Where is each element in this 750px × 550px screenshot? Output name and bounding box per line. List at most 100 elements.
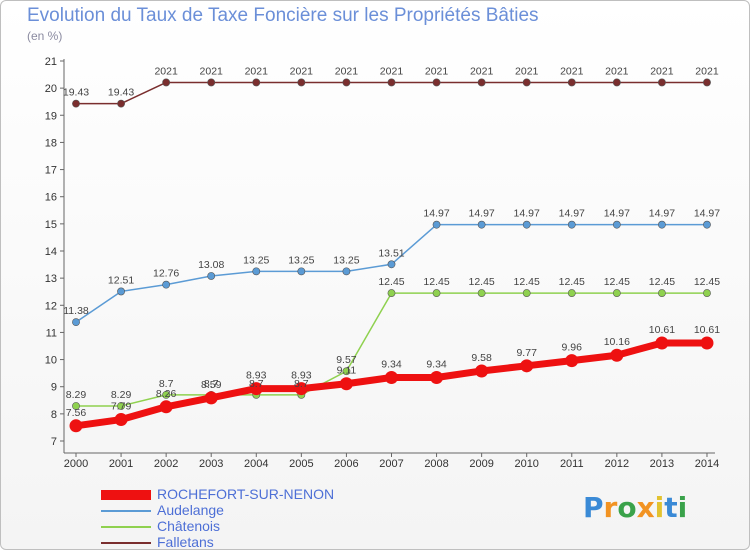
data-point (117, 287, 125, 296)
data-point (114, 413, 128, 427)
x-tick-label: 2008 (424, 458, 448, 470)
y-tick-label: 15 (45, 219, 57, 231)
data-label: 12.45 (649, 276, 675, 288)
data-point (207, 272, 216, 280)
data-point (565, 354, 579, 368)
y-tick-label: 17 (45, 165, 57, 177)
data-label: 2021 (470, 65, 494, 77)
data-point (297, 78, 306, 87)
data-point (658, 78, 666, 87)
legend-swatch (101, 510, 151, 512)
data-label: 9.57 (336, 354, 357, 366)
proxiti-logo: Proxiti (583, 491, 687, 524)
data-label: 8.93 (246, 370, 267, 382)
data-label: 12.45 (604, 276, 630, 288)
data-label: 14.97 (559, 208, 585, 220)
legend-label: Falletans (157, 534, 214, 550)
legend-swatch (101, 526, 151, 528)
data-label: 2021 (200, 65, 224, 77)
x-tick-label: 2011 (560, 458, 584, 470)
data-label: 11.38 (63, 305, 89, 317)
data-label: 7.56 (66, 407, 87, 419)
data-point (475, 364, 489, 378)
y-tick-label: 12 (45, 300, 57, 312)
data-label: 8.7 (294, 378, 309, 390)
logo-letter: i (677, 491, 688, 524)
y-tick-label: 20 (45, 83, 57, 95)
chart-unit-label: (en %) (27, 29, 63, 43)
data-label: 9.34 (381, 358, 402, 370)
data-labels-layer: 19.43 19.43 2021 2021 2021 2021 2021 2021 2021 20… (63, 65, 720, 418)
data-label: 13.25 (243, 254, 269, 266)
data-label: 12.51 (108, 274, 134, 286)
data-label: 2021 (380, 65, 404, 77)
logo-letter: x (636, 491, 655, 524)
data-label: 8.7 (159, 378, 174, 390)
data-label: 13.08 (198, 259, 224, 271)
data-label: 10.61 (649, 324, 675, 336)
data-point (252, 78, 261, 87)
data-point (342, 267, 351, 276)
x-tick-label: 2004 (244, 458, 268, 470)
data-label: 19.43 (63, 87, 89, 99)
legend-swatch (101, 490, 151, 500)
data-label: 9.58 (471, 352, 492, 364)
data-label: 8.26 (156, 388, 177, 400)
x-tick-label: 2005 (289, 458, 313, 470)
data-label: 13.25 (333, 254, 359, 266)
data-label: 2021 (650, 65, 674, 77)
data-label: 2021 (515, 65, 539, 77)
y-tick-label: 14 (45, 246, 57, 258)
data-label: 8.7 (204, 378, 219, 390)
x-tick-label: 2006 (334, 458, 358, 470)
data-label: 12.45 (694, 276, 720, 288)
data-label: 2021 (290, 65, 314, 77)
y-tick-label: 16 (45, 192, 57, 204)
data-point (432, 289, 441, 297)
data-point (612, 289, 621, 297)
legend-swatch (101, 542, 151, 544)
data-label: 12.45 (423, 276, 449, 288)
data-label: 8.93 (291, 370, 312, 382)
y-tick-label: 8 (51, 409, 57, 421)
data-point (117, 99, 125, 108)
x-tick-label: 2000 (64, 458, 88, 470)
data-label: 12.45 (559, 276, 585, 288)
data-point (432, 220, 441, 229)
logo-letter: t (664, 491, 678, 524)
data-label: 14.97 (514, 208, 540, 220)
data-point (297, 267, 306, 276)
data-point (72, 99, 80, 108)
data-point (342, 367, 351, 376)
data-point (387, 289, 396, 297)
data-label: 12.45 (378, 276, 404, 288)
data-label: 2021 (605, 65, 629, 77)
data-point (477, 78, 486, 87)
x-tick-label: 2010 (514, 458, 538, 470)
x-tick-label: 2013 (650, 458, 674, 470)
data-label: 2021 (695, 65, 719, 77)
data-point (159, 400, 173, 414)
data-point (249, 382, 263, 396)
x-tick-label: 2001 (109, 458, 133, 470)
data-point (703, 289, 711, 297)
logo-letter: r (603, 491, 618, 524)
data-point (700, 336, 714, 350)
y-tick-label: 10 (45, 355, 57, 367)
data-label: 14.97 (694, 208, 720, 220)
x-tick-label: 2007 (379, 458, 403, 470)
data-point (432, 78, 441, 87)
y-tick-label: 21 (45, 56, 57, 68)
data-label: 13.25 (288, 254, 314, 266)
data-point (162, 390, 171, 399)
data-point (117, 402, 125, 410)
x-tick-label: 2003 (199, 458, 223, 470)
y-tick-label: 19 (45, 110, 57, 122)
data-point (477, 289, 486, 297)
data-label: 13.51 (378, 247, 404, 259)
data-point (658, 289, 666, 297)
data-label: 2021 (425, 65, 449, 77)
